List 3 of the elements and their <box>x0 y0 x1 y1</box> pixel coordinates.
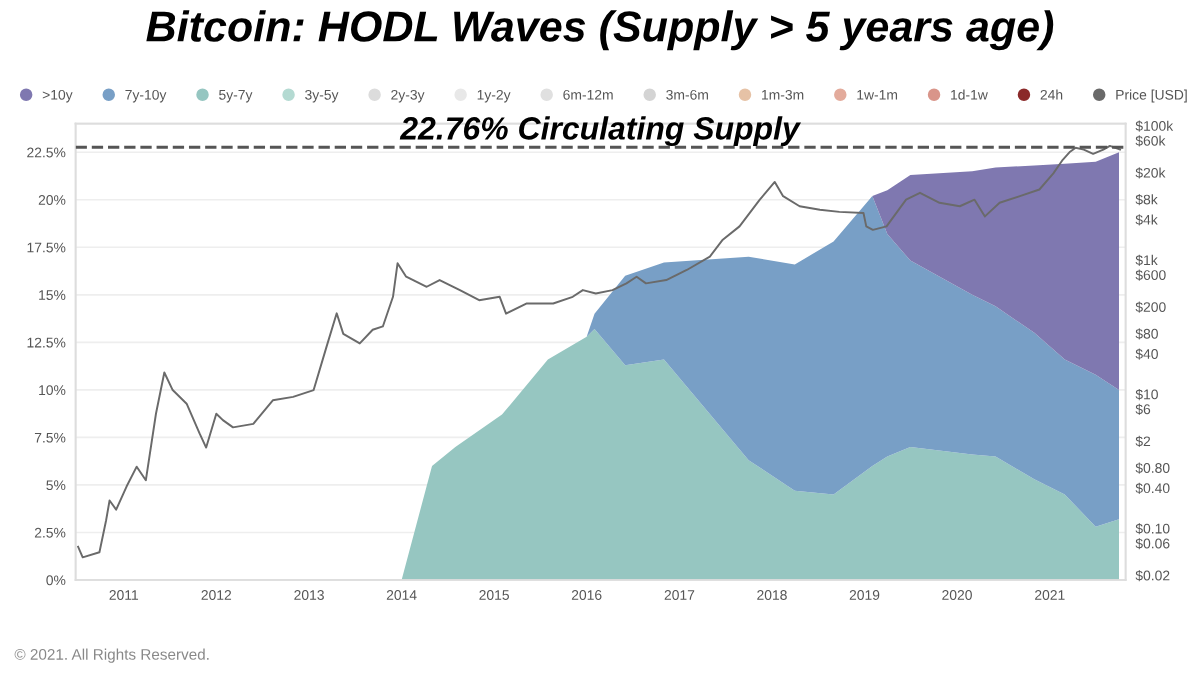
chart-title: Bitcoin: HODL Waves (Supply > 5 years age) <box>146 10 1054 51</box>
ref-line-label: 22.76% Circulating Supply <box>399 116 802 147</box>
line-series <box>77 144 1121 559</box>
